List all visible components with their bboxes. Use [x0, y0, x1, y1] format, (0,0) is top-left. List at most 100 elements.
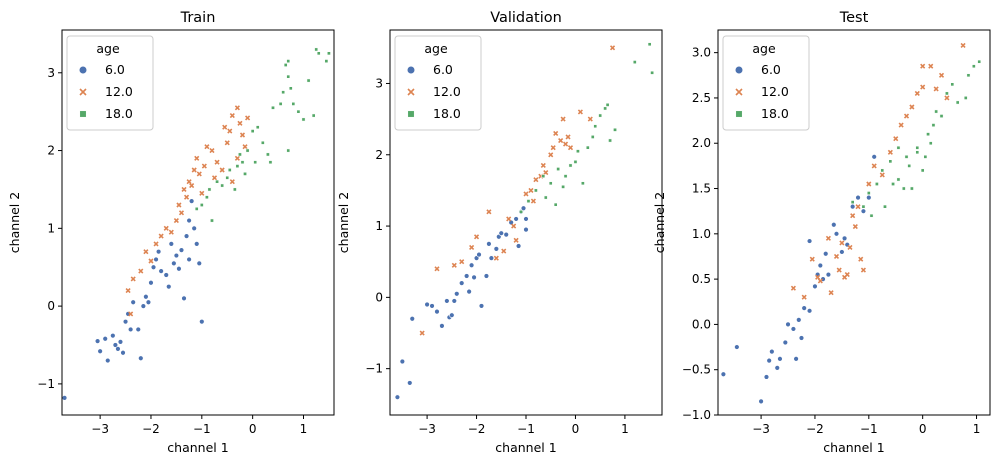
point-6.0	[199, 318, 205, 325]
point-12.0	[473, 234, 480, 240]
point-18.0	[266, 152, 270, 157]
point-12.0	[893, 136, 899, 142]
point-6.0	[855, 194, 861, 201]
point-18.0	[904, 154, 909, 159]
chart-title: Test	[839, 10, 869, 26]
point-12.0	[191, 167, 197, 173]
point-12.0	[194, 155, 200, 161]
point-18.0	[296, 109, 301, 114]
x-tick-label: −1	[517, 422, 535, 436]
point-6.0	[806, 308, 813, 314]
point-6.0	[486, 241, 492, 247]
x-tick-label: −2	[806, 422, 824, 436]
x-tick-label: −2	[468, 422, 486, 436]
points	[720, 42, 982, 405]
point-18.0	[598, 113, 603, 118]
point-12.0	[199, 190, 205, 196]
point-18.0	[194, 207, 199, 211]
point-18.0	[291, 102, 296, 106]
point-18.0	[260, 140, 265, 145]
point-18.0	[225, 175, 230, 180]
legend-box	[66, 35, 154, 131]
point-18.0	[896, 145, 901, 150]
point-12.0	[143, 249, 149, 255]
legend-marker-6.0	[734, 65, 744, 75]
point-18.0	[608, 138, 612, 143]
point-6.0	[127, 326, 134, 333]
point-6.0	[194, 241, 200, 247]
point-6.0	[145, 299, 152, 305]
point-6.0	[825, 271, 832, 278]
point-12.0	[227, 128, 233, 134]
point-18.0	[278, 102, 283, 106]
point-18.0	[240, 160, 245, 165]
point-6.0	[498, 230, 504, 236]
point-12.0	[183, 194, 190, 200]
y-tick-label: −1.0	[682, 408, 711, 422]
point-18.0	[568, 163, 573, 168]
point-6.0	[409, 316, 415, 322]
legend-marker-18.0	[407, 110, 415, 118]
point-6.0	[181, 295, 187, 302]
point-6.0	[434, 308, 440, 315]
y-tick-label: 3.0	[692, 46, 711, 60]
point-18.0	[553, 202, 558, 207]
legend-marker-12.0	[407, 88, 415, 96]
point-18.0	[939, 114, 944, 118]
point-6.0	[483, 273, 490, 279]
point-6.0	[166, 283, 172, 290]
point-12.0	[245, 115, 251, 121]
point-6.0	[459, 280, 465, 286]
point-6.0	[798, 335, 805, 341]
y-tick-label: 0	[375, 290, 383, 304]
point-6.0	[841, 235, 848, 242]
point-12.0	[239, 132, 246, 138]
point-6.0	[777, 356, 783, 362]
point-6.0	[860, 208, 867, 214]
axes-frame	[61, 29, 335, 416]
point-18.0	[950, 82, 955, 87]
legend-label: 18.0	[433, 106, 461, 121]
point-18.0	[243, 172, 247, 176]
point-18.0	[632, 60, 637, 64]
point-12.0	[419, 330, 425, 336]
point-6.0	[833, 231, 840, 237]
point-18.0	[926, 132, 930, 137]
point-6.0	[493, 246, 500, 252]
point-18.0	[543, 195, 548, 200]
point-12.0	[553, 130, 559, 136]
point-12.0	[219, 167, 225, 173]
point-18.0	[327, 51, 331, 56]
point-12.0	[540, 162, 546, 169]
point-12.0	[513, 237, 519, 243]
legend-marker-12.0	[735, 88, 743, 96]
point-12.0	[451, 262, 457, 268]
point-12.0	[879, 172, 885, 178]
point-12.0	[933, 86, 939, 92]
y-tick-label: 0	[47, 299, 55, 313]
point-18.0	[301, 117, 306, 122]
point-12.0	[125, 287, 131, 294]
y-tick-label: 0.5	[692, 272, 711, 286]
point-18.0	[861, 204, 866, 209]
point-12.0	[242, 144, 248, 150]
point-6.0	[61, 395, 68, 401]
point-18.0	[235, 164, 240, 168]
point-18.0	[888, 159, 893, 164]
point-18.0	[534, 188, 538, 193]
point-18.0	[250, 129, 255, 133]
point-6.0	[720, 371, 727, 377]
point-6.0	[766, 357, 772, 364]
y-tick-label: 1.5	[692, 182, 711, 196]
point-6.0	[454, 291, 460, 297]
point-18.0	[605, 103, 610, 107]
point-12.0	[459, 259, 465, 265]
point-6.0	[429, 303, 435, 309]
point-18.0	[896, 177, 901, 182]
point-6.0	[478, 303, 485, 309]
point-18.0	[311, 113, 316, 118]
point-18.0	[548, 181, 553, 186]
point-18.0	[205, 195, 209, 200]
y-tick-label: −0.5	[682, 363, 711, 377]
